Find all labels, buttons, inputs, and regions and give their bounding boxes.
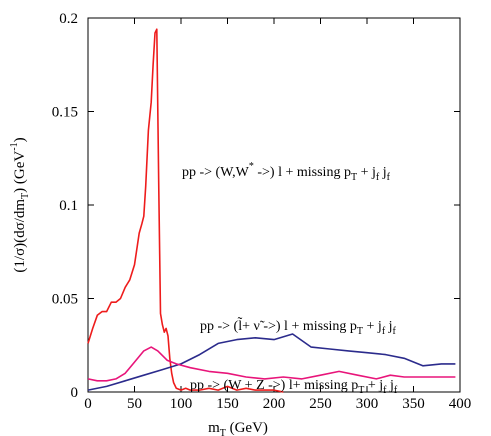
x-tick-label: 0 <box>84 396 92 412</box>
y-axis-label: (1/σ)(dσ/dmT) (GeV-1) <box>9 137 31 272</box>
axes: 0 50 100 150 200 250 300 350 400 0 0.05 0.1 0.15 0.2 <box>52 11 472 412</box>
series-group <box>87 28 456 393</box>
y-tick-label: 0.1 <box>59 198 78 214</box>
x-tick-label: 400 <box>449 396 472 412</box>
series-line-w <box>87 28 284 393</box>
x-tick-label: 100 <box>170 396 193 412</box>
x-tick-label: 150 <box>216 396 239 412</box>
series-line-slepton <box>87 333 456 391</box>
x-tick-label: 200 <box>263 396 286 412</box>
y-tick-label: 0.05 <box>52 292 78 308</box>
x-tick-label: 300 <box>356 396 379 412</box>
x-axis-label: mT (GeV) <box>208 420 268 436</box>
annotation-wz: pp -> (W + Z ->) l+ missing pT + jf jf <box>190 378 398 396</box>
x-tick-label: 250 <box>309 396 332 412</box>
annotation-slepton: pp -> (l̃+ ν̃ ->) l + missing pT + jf jf <box>200 317 397 337</box>
y-tick-label: 0 <box>71 385 79 401</box>
y-tick-label: 0.2 <box>59 11 78 27</box>
annotation-w: pp -> (W,W* ->) l + missing pT + jf jf <box>182 161 391 183</box>
y-tick-label: 0.15 <box>52 105 78 121</box>
x-tick-label: 350 <box>402 396 425 412</box>
series-line-wz <box>87 346 456 382</box>
x-tick-label: 50 <box>127 396 142 412</box>
